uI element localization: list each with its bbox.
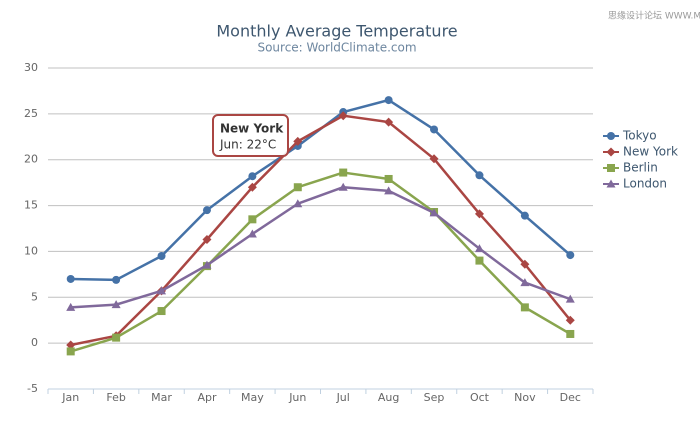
marker: [202, 206, 211, 215]
marker: [474, 209, 484, 219]
y-tick-label: 10: [24, 244, 38, 257]
marker: [384, 186, 394, 195]
marker: [565, 294, 575, 303]
marker: [66, 347, 75, 356]
marker: [157, 307, 166, 316]
series-line: [70, 171, 571, 353]
marker: [606, 179, 616, 188]
y-tick-label: 15: [24, 199, 38, 212]
legend-label: New York: [623, 145, 678, 159]
marker: [475, 171, 484, 180]
x-tick-label: Feb: [106, 391, 125, 404]
y-tick-label: 0: [31, 336, 38, 349]
series-line: [70, 185, 571, 309]
marker: [247, 182, 257, 192]
y-tick-label: 25: [24, 107, 38, 120]
marker: [520, 259, 530, 269]
marker: [607, 164, 615, 172]
y-tick-label: -5: [27, 382, 38, 395]
marker: [338, 182, 348, 191]
marker: [384, 117, 394, 127]
y-tick-label: 5: [31, 290, 38, 303]
x-tick-label: Jul: [336, 391, 350, 404]
marker: [429, 208, 439, 217]
x-tick-label: Dec: [560, 391, 581, 404]
tooltip-box: [212, 114, 289, 157]
marker: [566, 251, 575, 260]
x-tick-label: Mar: [151, 391, 172, 404]
marker: [157, 286, 167, 295]
marker: [474, 244, 484, 253]
marker: [339, 168, 348, 177]
legend-label: London: [623, 177, 667, 191]
marker: [520, 211, 529, 220]
chart-subtitle: Source: WorldClimate.com: [257, 41, 416, 55]
marker: [607, 132, 615, 140]
legend-label: Berlin: [623, 161, 658, 175]
x-tick-label: Jun: [288, 391, 306, 404]
x-tick-label: Jan: [61, 391, 79, 404]
x-tick-label: Sep: [424, 391, 445, 404]
marker: [248, 172, 257, 181]
marker: [475, 256, 484, 265]
x-tick-label: Oct: [470, 391, 490, 404]
series-line: [70, 114, 572, 347]
legend-item[interactable]: London: [603, 177, 667, 191]
legend-label: Tokyo: [622, 129, 657, 143]
marker: [566, 329, 575, 338]
marker: [384, 96, 393, 105]
marker: [202, 260, 212, 269]
legend-item[interactable]: Tokyo: [603, 129, 657, 143]
marker: [520, 278, 530, 287]
y-tick-label: 20: [24, 153, 38, 166]
marker: [430, 125, 439, 134]
marker: [111, 300, 121, 309]
marker: [520, 303, 529, 312]
series-line: [70, 98, 572, 282]
marker: [202, 235, 212, 245]
marker: [293, 199, 303, 208]
marker: [112, 333, 121, 342]
marker: [247, 229, 257, 238]
legend-item[interactable]: Berlin: [603, 161, 658, 175]
chart-title: Monthly Average Temperature: [216, 22, 457, 41]
marker: [429, 154, 439, 164]
marker: [66, 340, 76, 350]
y-tick-label: 30: [24, 61, 38, 74]
marker: [565, 315, 575, 325]
watermark: 思缘设计论坛 WWW.MISSYUAN.COM: [608, 10, 700, 22]
marker: [157, 252, 166, 261]
marker: [338, 111, 348, 121]
marker: [293, 183, 302, 192]
marker: [293, 136, 303, 146]
marker: [112, 275, 121, 284]
tooltip-title: New York: [220, 122, 284, 136]
legend-item[interactable]: New York: [603, 145, 678, 159]
marker: [66, 274, 75, 283]
marker: [248, 215, 257, 224]
x-tick-label: Nov: [514, 391, 536, 404]
x-tick-label: May: [241, 391, 264, 404]
x-tick-label: Apr: [197, 391, 217, 404]
tooltip-text: Jun: 22°C: [219, 138, 276, 152]
x-tick-label: Aug: [378, 391, 399, 404]
marker: [384, 174, 393, 183]
marker: [606, 147, 616, 157]
marker: [66, 302, 76, 311]
